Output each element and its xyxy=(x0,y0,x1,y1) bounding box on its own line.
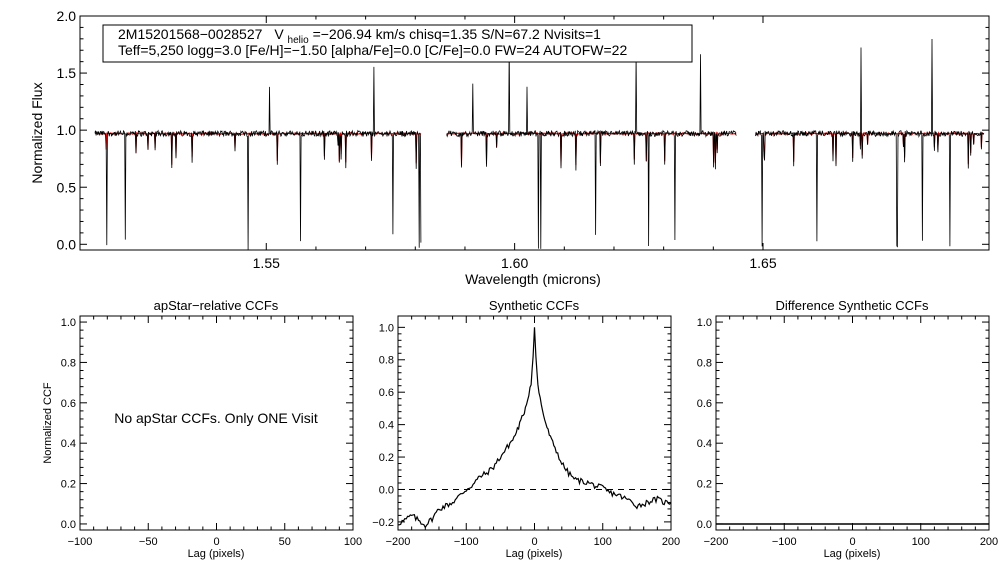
difference-ccf-y-tick-label: 0.4 xyxy=(697,438,712,450)
synthetic-ccf-x-tick-label: 200 xyxy=(662,536,680,548)
synthetic-ccf-data xyxy=(398,327,672,529)
star-id: 2M15201568−0028527 xyxy=(118,26,263,42)
difference-ccf-x-tick-label: 200 xyxy=(980,536,998,548)
synthetic-ccf-y-tick-label: 0.2 xyxy=(379,452,394,464)
observed-spectrum-line xyxy=(94,38,985,250)
spectrum-y-tick-label: 0.5 xyxy=(57,179,77,195)
synthetic-ccf-axes: −200 −100 0 100 200 −0.2 0.0 0.2 0.4 0.6 0.8 1.0 xyxy=(372,316,680,548)
apstar-ccf-x-tick-label: −50 xyxy=(139,536,158,548)
spectrum-y-tick-label: 1.0 xyxy=(57,122,77,138)
spectrum-panel: 1.55 1.60 1.65 0.0 0.5 1.0 1.5 2.0 2M15201568−0… xyxy=(29,8,990,287)
apstar-ccf-x-tick-label: −100 xyxy=(68,536,93,548)
synthetic-ccf-y-tick-label: 0.6 xyxy=(379,387,394,399)
spectrum-info-line2: Teff=5,250 logg=3.0 [Fe/H]=−1.50 [alpha/… xyxy=(118,42,627,58)
v-helio-value: =−206.94 km/s chisq=1.35 S/N=67.2 Nvisit… xyxy=(313,26,602,42)
spectrum-y-tick-label: 2.0 xyxy=(57,8,77,24)
apstar-ccf-y-tick-label: 0.0 xyxy=(61,519,76,531)
difference-ccf-x-label: Lag (pixels) xyxy=(824,548,881,560)
spectrum-x-tick-label: 1.55 xyxy=(253,255,280,271)
spectrum-info-line1: 2M15201568−0028527 V helio =−206.94 km/s… xyxy=(118,26,601,46)
synthetic-ccf-y-tick-label: 1.0 xyxy=(379,322,394,334)
apstar-ccf-y-tick-label: 0.6 xyxy=(61,398,76,410)
apstar-ccf-y-label: Normalized CCF xyxy=(42,382,54,464)
synthetic-ccf-x-tick-label: 100 xyxy=(594,536,612,548)
spectrum-info-box xyxy=(102,24,693,63)
synthetic-ccf-x-tick-label: 0 xyxy=(531,536,537,548)
apstar-ccf-axes: −100 −50 0 50 100 0.0 0.2 0.4 0.6 0.8 1.0 xyxy=(61,316,362,548)
apstar-ccf-y-tick-label: 0.4 xyxy=(61,438,76,450)
difference-ccf-x-tick-label: 0 xyxy=(849,536,855,548)
v-helio-symbol: V xyxy=(274,26,284,42)
difference-ccf-y-tick-label: 0.8 xyxy=(697,357,712,369)
apstar-ccf-y-tick-label: 1.0 xyxy=(61,317,76,329)
difference-ccf-x-tick-label: 100 xyxy=(912,536,930,548)
apstar-ccf-x-tick-label: 50 xyxy=(279,536,291,548)
synthetic-ccf-y-tick-label: −0.2 xyxy=(372,517,394,529)
synthetic-ccf-y-tick-label: 0.8 xyxy=(379,355,394,367)
apstar-ccf-message: No apStar CCFs. Only ONE Visit xyxy=(114,410,318,426)
synthetic-ccf-title: Synthetic CCFs xyxy=(489,298,580,313)
difference-ccf-y-tick-label: 0.6 xyxy=(697,398,712,410)
spectrum-y-tick-label: 1.5 xyxy=(57,65,77,81)
difference-ccf-axes: −200 −100 0 100 200 0.0 0.2 0.4 0.6 0.8 1.0 xyxy=(697,316,998,548)
spectrum-x-label: Wavelength (microns) xyxy=(465,271,601,287)
difference-ccf-y-tick-label: 1.0 xyxy=(697,317,712,329)
synthetic-ccf-x-tick-label: −200 xyxy=(386,536,411,548)
v-helio-subscript: helio xyxy=(288,35,310,46)
synthetic-ccf-y-tick-label: 0.0 xyxy=(379,484,394,496)
spectrum-frame xyxy=(79,15,990,251)
apstar-ccf-x-label: Lag (pixels) xyxy=(188,548,245,560)
synthetic-ccf-line xyxy=(398,327,672,529)
difference-ccf-frame xyxy=(715,315,990,531)
apstar-ccf-x-tick-label: 100 xyxy=(344,536,362,548)
spectrum-x-tick-label: 1.60 xyxy=(501,255,528,271)
spectrum-y-label: Normalized Flux xyxy=(29,82,45,183)
synthetic-ccf-x-label: Lag (pixels) xyxy=(506,548,563,560)
synthetic-ccf-panel: −200 −100 0 100 200 −0.2 0.0 0.2 0.4 0.6 0.8 1.0 Sy… xyxy=(372,298,680,560)
difference-ccf-title: Difference Synthetic CCFs xyxy=(776,298,929,313)
apstar-ccf-y-tick-label: 0.8 xyxy=(61,357,76,369)
apstar-ccf-x-tick-label: 0 xyxy=(213,536,219,548)
difference-ccf-x-tick-label: −100 xyxy=(772,536,797,548)
spectrum-x-tick-label: 1.65 xyxy=(749,255,776,271)
apstar-ccf-y-tick-label: 0.2 xyxy=(61,479,76,491)
difference-ccf-y-tick-label: 0.2 xyxy=(697,479,712,491)
spectrum-y-tick-label: 0.0 xyxy=(57,236,77,252)
difference-ccf-y-tick-label: 0.0 xyxy=(697,519,712,531)
synthetic-ccf-y-tick-label: 0.4 xyxy=(379,420,394,432)
synthetic-ccf-x-tick-label: −100 xyxy=(454,536,479,548)
apstar-ccf-panel: −100 −50 0 50 100 0.0 0.2 0.4 0.6 0.8 1.0 apStar−r… xyxy=(42,298,362,560)
spectrum-lines xyxy=(94,38,985,250)
difference-ccf-panel: −200 −100 0 100 200 0.0 0.2 0.4 0.6 0.8 1.0 Differ… xyxy=(697,298,998,560)
apstar-ccf-title: apStar−relative CCFs xyxy=(154,298,279,313)
difference-ccf-x-tick-label: −200 xyxy=(704,536,729,548)
synthetic-ccf-frame xyxy=(397,315,672,531)
spectrum-axes: 1.55 1.60 1.65 0.0 0.5 1.0 1.5 2.0 xyxy=(57,8,989,271)
